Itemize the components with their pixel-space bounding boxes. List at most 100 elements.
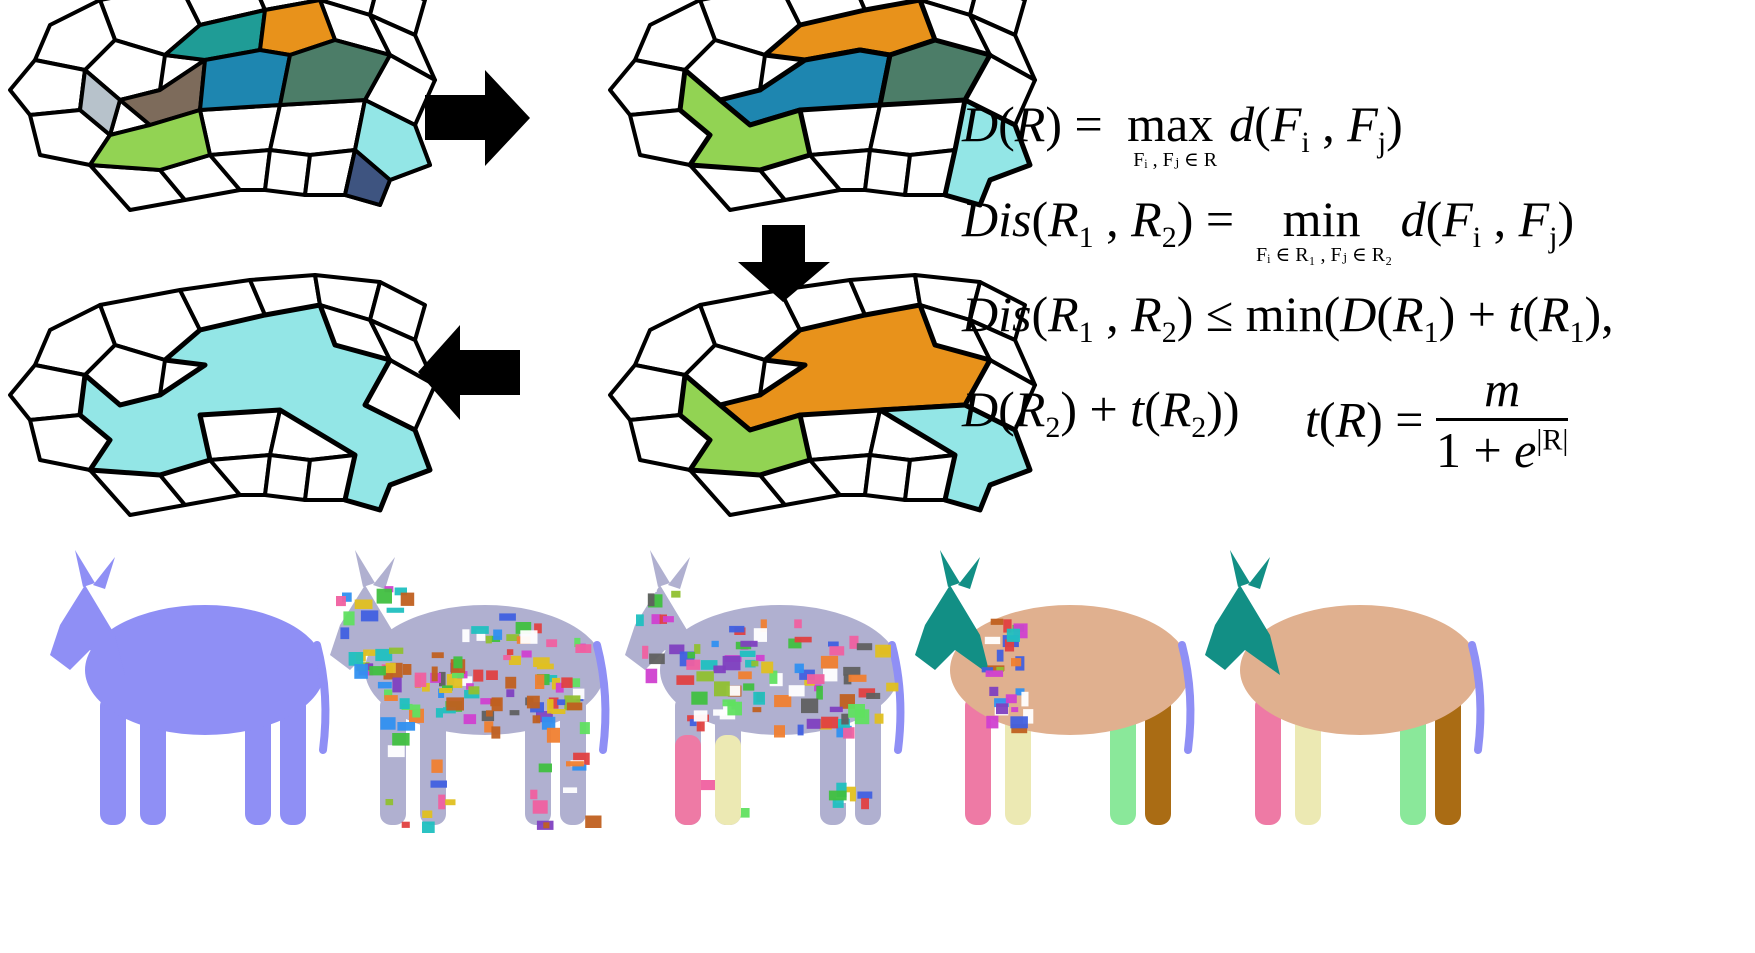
segment-patch <box>575 644 592 653</box>
segment-patch <box>536 710 553 723</box>
donkey-leg <box>1145 695 1171 825</box>
region-cyan <box>942 97 1033 208</box>
segment-patch <box>343 611 355 626</box>
segment-patch <box>753 691 765 705</box>
donkey-ear <box>650 550 670 587</box>
segment-patch <box>753 628 767 642</box>
segment-patch <box>557 699 566 706</box>
segment-patch <box>843 666 861 676</box>
segment-patch <box>823 668 838 682</box>
segment-patch <box>1011 707 1019 713</box>
segment-patch <box>561 677 573 688</box>
segment-patch <box>874 713 884 724</box>
segment-patch <box>769 670 778 684</box>
segment-patch <box>422 810 433 818</box>
arrow-right-icon <box>425 70 530 166</box>
segment-patch <box>820 655 839 669</box>
equation-diameter: D(R) = max Fᵢ , Fⱼ ∈ R d(Fi , Fj) <box>962 96 1403 171</box>
segment-patch <box>534 623 542 634</box>
segment-patch <box>521 650 532 658</box>
segment-patch <box>662 616 674 623</box>
segment-patch <box>645 668 658 684</box>
segment-patch <box>536 663 554 670</box>
donkey-ear <box>1230 550 1250 587</box>
segment-patch <box>987 665 1005 671</box>
segment-patch <box>886 682 899 692</box>
segment-patch <box>533 657 550 667</box>
donkey-head <box>50 585 125 675</box>
segment-patch <box>984 636 1001 645</box>
equation-distance: Dis(R1 , R2) = min Fᵢ ∈ R₁ , Fⱼ ∈ R₂ d(F… <box>962 191 1575 266</box>
donkey-leg <box>965 695 991 825</box>
segment-patch <box>713 709 726 716</box>
equation-threshold: t(R) = m 1 + e|R| <box>1305 361 1569 478</box>
segment-patch <box>687 715 701 722</box>
segment-patch <box>452 672 464 679</box>
arrow-left-icon <box>418 325 520 420</box>
segment-patch <box>696 718 705 732</box>
donkey-body <box>85 605 325 735</box>
segment-patch <box>547 699 554 714</box>
segment-patch <box>1005 694 1017 704</box>
segment-patch <box>676 675 695 685</box>
segment-patch <box>471 626 489 634</box>
donkey-body <box>1240 605 1480 735</box>
segment-patch <box>503 655 511 661</box>
segment-patch <box>526 695 540 709</box>
donkey-leg <box>675 735 701 825</box>
segment-patch <box>376 588 392 604</box>
segment-patch <box>585 815 602 828</box>
segment-patch <box>566 761 584 767</box>
segment-patch <box>651 614 662 625</box>
segment-patch <box>829 706 843 713</box>
segment-patch <box>1004 639 1015 652</box>
segment-patch <box>377 681 392 689</box>
region-cyan <box>877 402 1033 513</box>
segment-patch <box>1015 688 1025 696</box>
segment-patch <box>515 622 532 634</box>
equation-merge-condition: Dis(R1 , R2) ≤ min(D(R1) + t(R1), <box>962 286 1614 349</box>
segment-patch <box>375 648 393 662</box>
segment-patch <box>402 664 412 675</box>
donkey-tail <box>888 641 905 754</box>
segment-patch <box>414 672 427 687</box>
region-cyan <box>77 302 433 513</box>
segment-patch <box>336 596 346 607</box>
segment-patch <box>669 644 685 655</box>
segment-patch <box>828 790 847 801</box>
segment-patch <box>648 585 657 592</box>
donkey-body <box>365 605 605 735</box>
donkey-leg <box>280 695 306 825</box>
donkey-leg <box>715 735 741 825</box>
segment-patch <box>363 649 377 656</box>
segment-patch <box>990 618 1004 625</box>
segment-patch <box>369 666 386 676</box>
segment-patch <box>486 670 498 680</box>
segment-patch <box>994 698 1009 708</box>
segment-patch <box>506 689 515 698</box>
donkey-leg <box>1255 695 1281 825</box>
segment-patch <box>986 715 999 729</box>
segment-patch <box>499 613 516 621</box>
segment-patch <box>438 688 445 698</box>
segment-patch <box>541 716 556 730</box>
mesh-panel-step-4 <box>8 273 437 517</box>
segment-patch <box>431 759 443 773</box>
donkey-tail <box>1468 641 1485 754</box>
segment-patch <box>636 614 644 627</box>
segment-patch <box>579 722 590 735</box>
segment-patch <box>856 643 873 651</box>
arrow-down-icon <box>738 225 830 302</box>
segment-patch <box>828 641 839 647</box>
segment-patch <box>431 652 444 659</box>
segment-patch <box>468 686 480 695</box>
segment-patch <box>394 587 407 596</box>
segment-patch <box>722 655 741 671</box>
donkey-tail <box>1178 641 1195 754</box>
segment-patch <box>735 808 750 818</box>
segment-patch <box>546 727 560 743</box>
segment-patch <box>453 656 463 669</box>
segment-patch <box>760 619 767 633</box>
segment-patch <box>996 703 1008 715</box>
segment-patch <box>485 635 492 644</box>
